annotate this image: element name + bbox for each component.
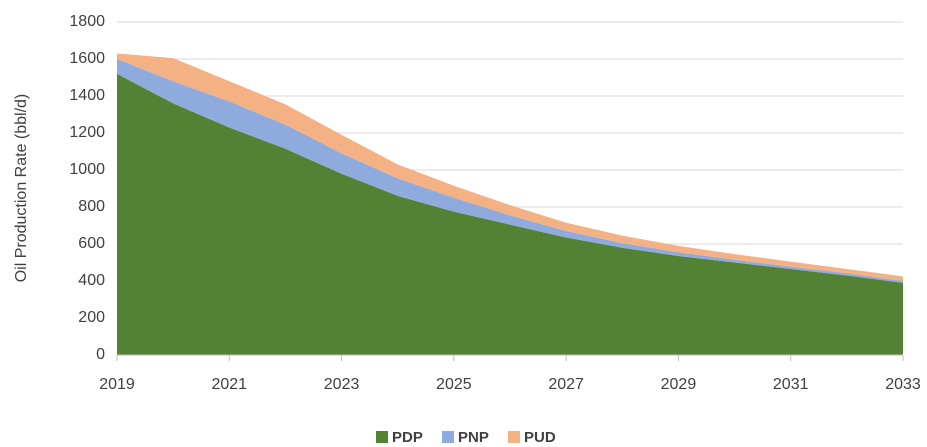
- legend-label: PDP: [392, 429, 423, 446]
- x-tick-label: 2029: [661, 376, 697, 393]
- y-tick-label: 0: [96, 346, 105, 363]
- legend-swatch: [442, 431, 454, 443]
- area: [117, 53, 903, 282]
- x-tick-label: 2033: [885, 376, 921, 393]
- legend-label: PUD: [524, 429, 556, 446]
- y-tick-label: 800: [78, 198, 105, 215]
- y-tick-label: 1800: [69, 13, 105, 30]
- area: [117, 73, 903, 356]
- x-tick-label: 2023: [324, 376, 360, 393]
- y-tick-label: 400: [78, 272, 105, 289]
- legend-label: PNP: [458, 429, 489, 446]
- y-tick-label: 600: [78, 235, 105, 252]
- x-tick-label: 2031: [773, 376, 809, 393]
- legend-swatch: [508, 431, 520, 443]
- y-tick-label: 200: [78, 309, 105, 326]
- x-tick-label: 2019: [99, 376, 135, 393]
- x-tick-label: 2025: [436, 376, 472, 393]
- y-tick-label: 1000: [69, 161, 105, 178]
- y-axis-label: Oil Production Rate (bbl/d): [13, 94, 30, 283]
- y-tick-label: 1600: [69, 50, 105, 67]
- y-tick-label: 1200: [69, 124, 105, 141]
- x-tick-label: 2021: [211, 376, 247, 393]
- x-tick-label: 2027: [548, 376, 584, 393]
- y-tick-label: 1400: [69, 87, 105, 104]
- legend-swatch: [376, 431, 388, 443]
